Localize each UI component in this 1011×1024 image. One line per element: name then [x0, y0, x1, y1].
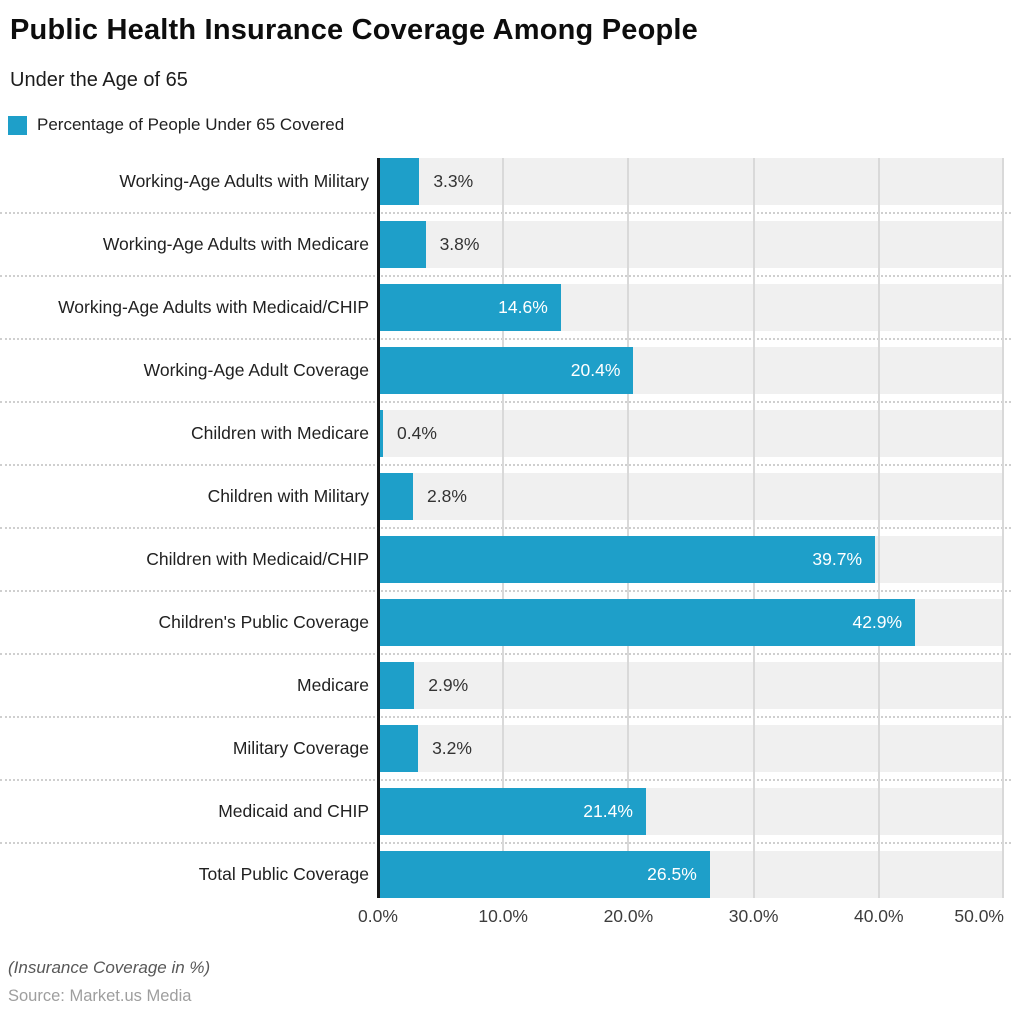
bar — [378, 599, 916, 646]
row-separator — [0, 275, 1011, 277]
legend-swatch-icon — [8, 115, 27, 135]
page-subtitle: Under the Age of 65 — [10, 69, 188, 91]
bar-track: 42.9% — [378, 599, 1004, 646]
row-separator — [0, 401, 1011, 403]
bar-track: 26.5% — [378, 851, 1004, 898]
value-label: 39.7% — [812, 549, 863, 569]
bar-chart-plot-area: Working-Age Adults with Military 3.3% Work… — [0, 158, 1011, 898]
value-label: 21.4% — [583, 801, 633, 821]
category-label: Military Coverage — [232, 738, 369, 758]
chart-row: Medicaid and CHIP 21.4% — [0, 788, 1011, 835]
row-separator — [0, 653, 1011, 655]
source-attribution: Source: Market.us Media — [8, 987, 192, 1005]
category-label: Total Public Coverage — [198, 864, 369, 884]
category-label: Children with Medicaid/CHIP — [146, 549, 369, 569]
row-separator — [0, 464, 1011, 466]
page-title: Public Health Insurance Coverage Among P… — [10, 14, 698, 46]
x-tick-label: 40.0% — [853, 906, 904, 926]
chart-row: Children with Medicaid/CHIP 39.7% — [0, 536, 1011, 583]
bar-track: 14.6% — [378, 284, 1004, 331]
chart-row: Total Public Coverage 26.5% — [0, 851, 1011, 898]
row-separator — [0, 590, 1011, 592]
bar — [378, 284, 561, 331]
value-label: 26.5% — [647, 864, 697, 884]
chart-row: Children with Medicare 0.4% — [0, 410, 1011, 457]
bar-track: 3.2% — [378, 725, 1004, 772]
row-separator — [0, 338, 1011, 340]
value-label: 3.2% — [432, 738, 472, 758]
category-label: Working-Age Adults with Medicare — [102, 234, 369, 254]
chart-row: Medicare 2.9% — [0, 662, 1011, 709]
row-separator — [0, 212, 1011, 214]
category-label: Working-Age Adults with Military — [119, 171, 369, 191]
chart-row: Children with Military 2.8% — [0, 473, 1011, 520]
bar — [378, 347, 634, 394]
x-tick-label: 0.0% — [358, 906, 398, 926]
bar-track: 3.8% — [378, 221, 1004, 268]
axis-units-note: (Insurance Coverage in %) — [8, 958, 211, 977]
chart-row: Children's Public Coverage 42.9% — [0, 599, 1011, 646]
category-label: Children with Medicare — [191, 423, 369, 443]
chart-row: Working-Age Adults with Medicaid/CHIP 14.… — [0, 284, 1011, 331]
category-label: Medicaid and CHIP — [218, 801, 369, 821]
bar-track: 0.4% — [378, 410, 1004, 457]
category-label: Medicare — [297, 675, 369, 695]
chart-row: Working-Age Adults with Medicare 3.8% — [0, 221, 1011, 268]
chart-row: Military Coverage 3.2% — [0, 725, 1011, 772]
bar — [378, 662, 415, 709]
bar — [378, 536, 876, 583]
chart-page: Public Health Insurance Coverage Among P… — [0, 12, 1011, 1024]
row-separator — [0, 842, 1011, 844]
legend: Percentage of People Under 65 Covered — [8, 115, 1001, 135]
value-label: 2.9% — [428, 675, 469, 695]
category-label: Children with Military — [207, 486, 369, 506]
chart-row: Working-Age Adult Coverage 20.4% — [0, 347, 1011, 394]
bar-track: 3.3% — [378, 158, 1004, 205]
bar-track: 39.7% — [378, 536, 1004, 583]
bar-track: 20.4% — [378, 347, 1004, 394]
value-label: 0.4% — [397, 423, 437, 443]
value-label: 3.8% — [439, 234, 480, 254]
bar — [378, 851, 710, 898]
category-label: Children's Public Coverage — [158, 612, 369, 632]
legend-label: Percentage of People Under 65 Covered — [37, 115, 345, 134]
row-separator — [0, 527, 1011, 529]
bar — [378, 725, 419, 772]
bar-track: 2.9% — [378, 662, 1004, 709]
category-label: Working-Age Adults with Medicaid/CHIP — [58, 297, 369, 317]
value-label: 14.6% — [498, 297, 548, 317]
bar — [378, 221, 426, 268]
chart-row: Working-Age Adults with Military 3.3% — [0, 158, 1011, 205]
row-separator — [0, 779, 1011, 781]
bar — [378, 158, 420, 205]
x-axis-tick-labels: 0.0% 10.0% 20.0% 30.0% 40.0% 50.0% — [358, 898, 1004, 932]
bar-track: 21.4% — [378, 788, 1004, 835]
value-label: 3.3% — [433, 171, 474, 191]
x-tick-label: 30.0% — [728, 906, 779, 926]
x-tick-label: 20.0% — [603, 906, 654, 926]
row-separator — [0, 716, 1011, 718]
bar-track: 2.8% — [378, 473, 1004, 520]
category-label: Working-Age Adult Coverage — [143, 360, 369, 380]
x-tick-label: 50.0% — [954, 906, 1004, 926]
bar — [378, 473, 414, 520]
value-label: 20.4% — [570, 360, 621, 380]
x-tick-label: 10.0% — [478, 906, 528, 926]
value-label: 42.9% — [852, 612, 903, 632]
value-label: 2.8% — [427, 486, 467, 506]
bar — [378, 788, 646, 835]
y-axis-line — [377, 158, 380, 898]
bar — [378, 410, 383, 457]
